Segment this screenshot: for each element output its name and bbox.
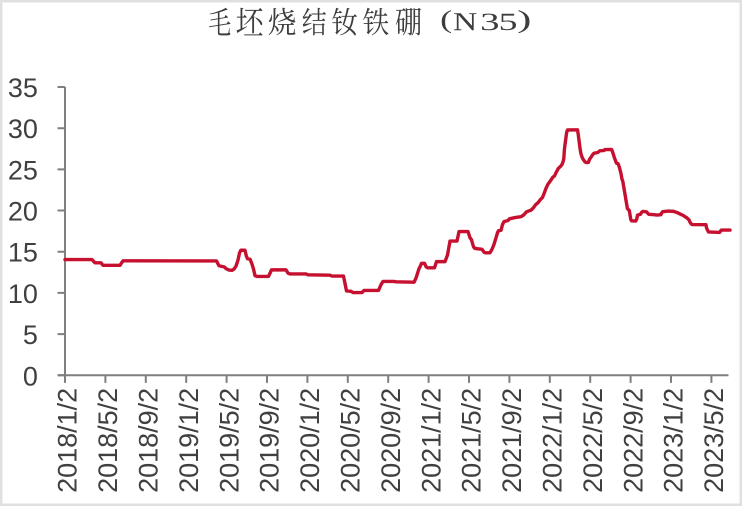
svg-text:15: 15 (8, 238, 38, 268)
svg-text:20: 20 (8, 197, 38, 227)
svg-text:10: 10 (8, 279, 38, 309)
svg-text:35: 35 (8, 73, 38, 103)
svg-text:2018/5/2: 2018/5/2 (93, 388, 123, 493)
svg-text:2021/5/2: 2021/5/2 (457, 388, 487, 493)
svg-text:2023/5/2: 2023/5/2 (699, 388, 729, 493)
svg-text:2021/1/2: 2021/1/2 (416, 388, 446, 493)
svg-text:0: 0 (23, 361, 38, 391)
svg-text:2023/1/2: 2023/1/2 (659, 388, 689, 493)
svg-text:2022/9/2: 2022/9/2 (618, 388, 648, 493)
svg-text:2018/1/2: 2018/1/2 (53, 388, 83, 493)
svg-text:2020/9/2: 2020/9/2 (376, 388, 406, 493)
svg-text:25: 25 (8, 155, 38, 185)
svg-text:2021/9/2: 2021/9/2 (497, 388, 527, 493)
svg-text:2020/1/2: 2020/1/2 (295, 388, 325, 493)
svg-text:2019/5/2: 2019/5/2 (214, 388, 244, 493)
svg-text:5: 5 (23, 320, 38, 350)
svg-text:2020/5/2: 2020/5/2 (336, 388, 366, 493)
svg-text:2019/9/2: 2019/9/2 (255, 388, 285, 493)
svg-text:2018/9/2: 2018/9/2 (134, 388, 164, 493)
svg-text:2022/1/2: 2022/1/2 (538, 388, 568, 493)
svg-text:30: 30 (8, 114, 38, 144)
svg-text:2019/1/2: 2019/1/2 (174, 388, 204, 493)
svg-text:2022/5/2: 2022/5/2 (578, 388, 608, 493)
